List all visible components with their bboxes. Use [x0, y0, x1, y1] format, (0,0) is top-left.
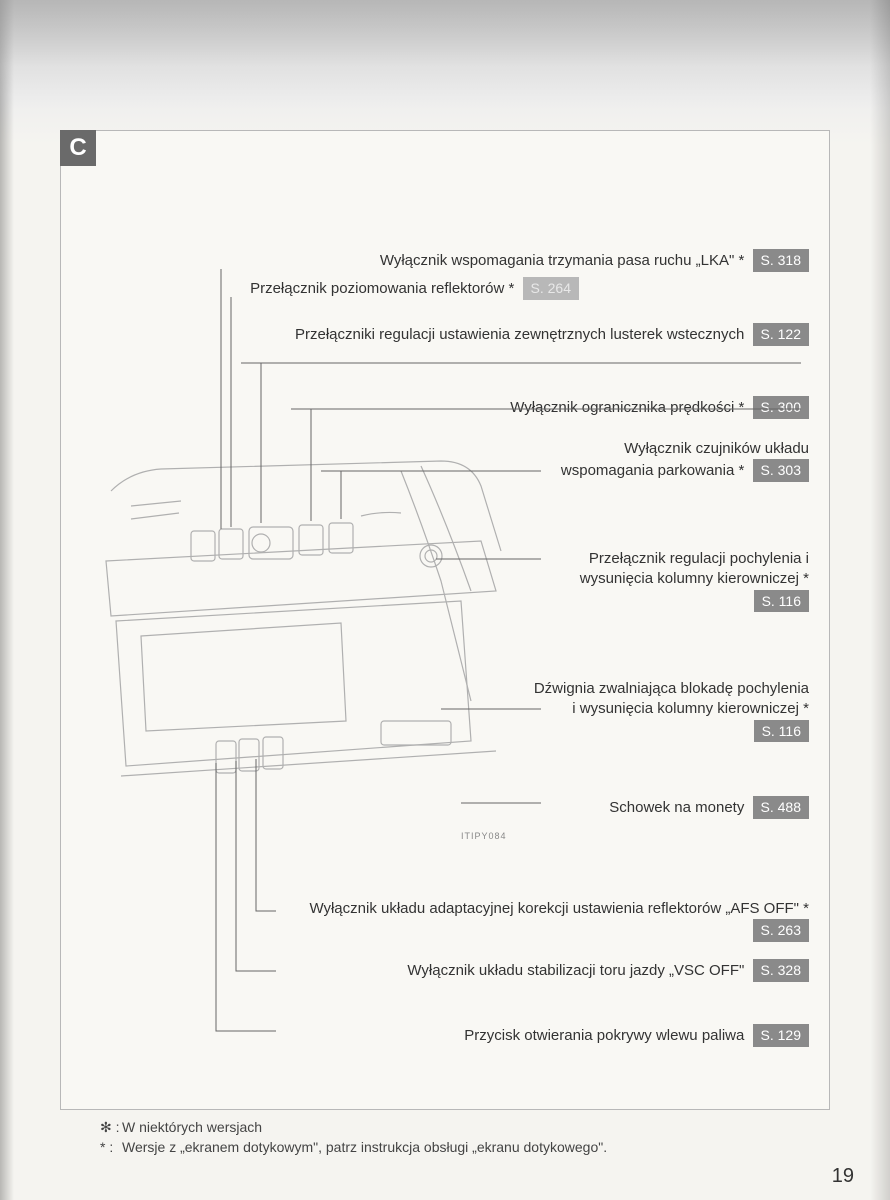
footnote-text: W niektórych wersjach	[122, 1118, 262, 1138]
footnote-row: ✻ : W niektórych wersjach	[100, 1118, 820, 1138]
footnotes: ✻ : W niektórych wersjach * : Wersje z „…	[100, 1118, 820, 1157]
content-frame: C Wyłącznik wspomagania trzymania pasa r…	[60, 130, 830, 1110]
leader-lines	[61, 131, 831, 1111]
footnote-symbol: ✻ :	[100, 1118, 122, 1138]
page-number: 19	[832, 1165, 854, 1188]
footnote-row: * : Wersje z „ekranem dotykowym", patrz …	[100, 1138, 820, 1158]
page-top-shadow	[0, 0, 890, 110]
footnote-text: Wersje z „ekranem dotykowym", patrz inst…	[122, 1138, 607, 1158]
page-spine-shadow	[0, 0, 14, 1200]
page-edge-shadow	[870, 0, 890, 1200]
footnote-symbol: * :	[100, 1138, 122, 1158]
illustration-code: ITIPY084	[461, 831, 507, 841]
